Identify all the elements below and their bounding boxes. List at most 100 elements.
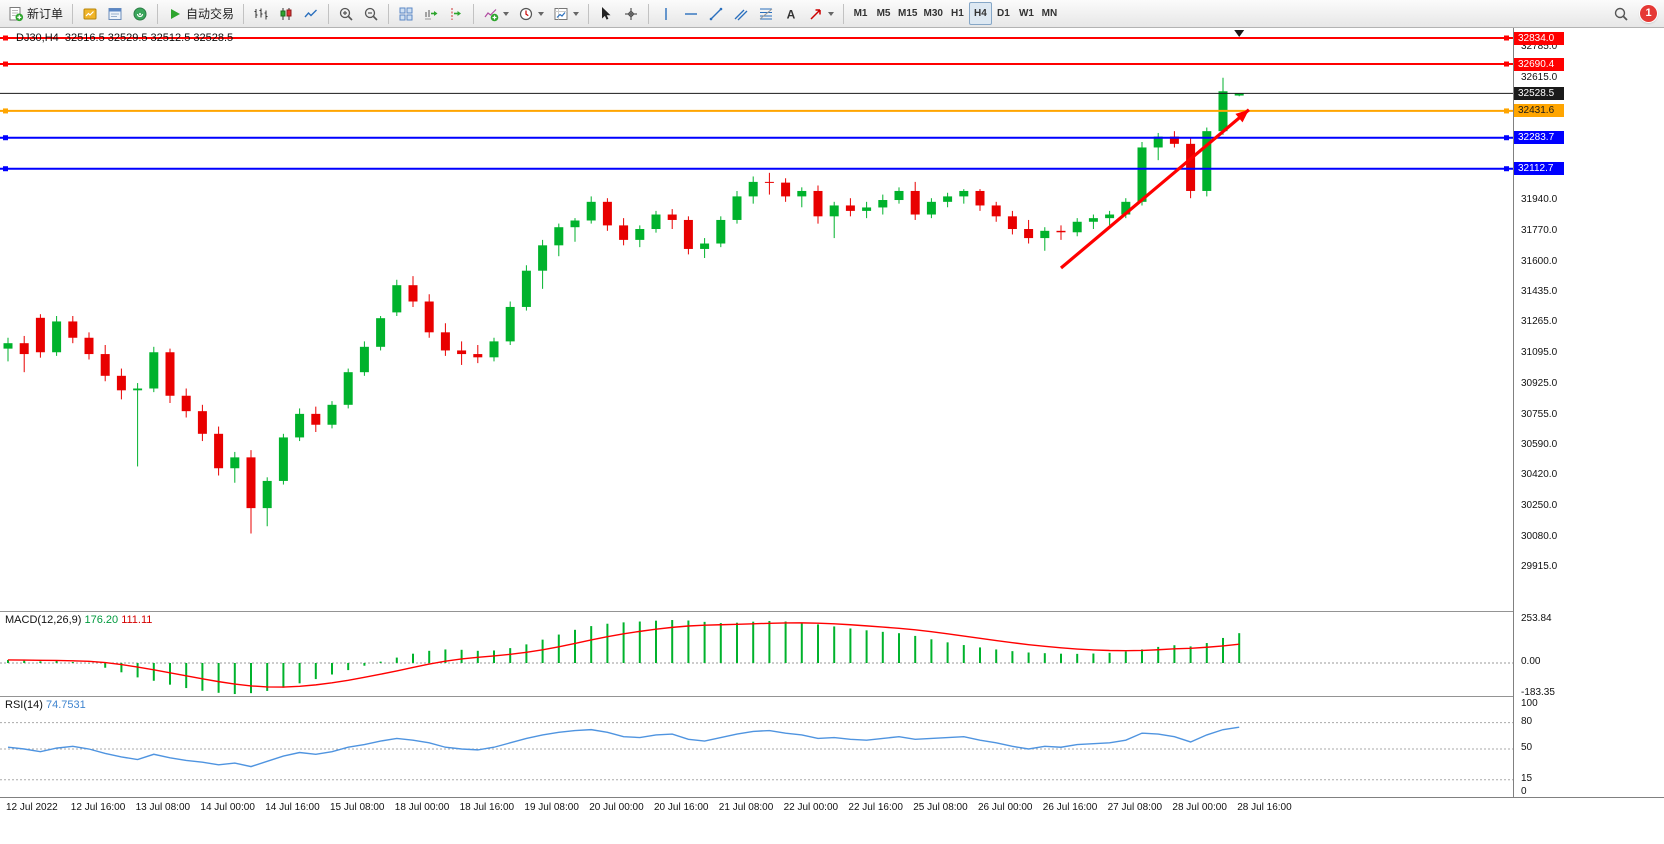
line-handle[interactable] — [3, 35, 8, 41]
line-handle[interactable] — [3, 108, 8, 114]
timeframe-W1[interactable]: W1 — [1015, 2, 1038, 25]
line-handle[interactable] — [1504, 35, 1509, 41]
candle-body — [343, 372, 353, 405]
candle-body — [538, 245, 548, 271]
notification-badge[interactable]: 1 — [1640, 5, 1657, 22]
candle-body — [521, 270, 531, 307]
cursor-button[interactable] — [594, 2, 618, 25]
timeframe-H1[interactable]: H1 — [946, 2, 969, 25]
candle-body — [1088, 218, 1098, 222]
terminal-button[interactable] — [128, 2, 152, 25]
candle-body — [700, 243, 710, 249]
line-chart-button[interactable] — [299, 2, 323, 25]
horizontal-line-button[interactable] — [679, 2, 703, 25]
line-handle[interactable] — [1504, 135, 1509, 141]
candle-body — [1153, 136, 1163, 148]
new-order-button[interactable]: 新订单 — [4, 2, 67, 25]
timeframe-M30[interactable]: M30 — [920, 2, 945, 25]
crosshair-button[interactable] — [619, 2, 643, 25]
timeframe-MN[interactable]: MN — [1038, 2, 1061, 25]
toolbar-separator — [473, 3, 475, 24]
time-axis-label: 12 Jul 2022 — [6, 802, 58, 813]
main-chart-pane[interactable]: DJ30,H4 32516.5 32529.5 32512.5 32528.5 — [0, 28, 1513, 611]
periods-button[interactable] — [514, 2, 548, 25]
search-icon — [1613, 6, 1629, 22]
rsi-label: RSI(14) 74.7531 — [5, 699, 86, 711]
fibonacci-button[interactable] — [754, 2, 778, 25]
time-axis-label: 25 Jul 08:00 — [913, 802, 968, 813]
line-handle[interactable] — [3, 135, 8, 141]
autotrade-label: 自动交易 — [186, 7, 235, 21]
chart-shift-button[interactable] — [444, 2, 468, 25]
candle-body — [910, 190, 920, 215]
time-axis-label: 20 Jul 16:00 — [654, 802, 709, 813]
macd-pane[interactable]: MACD(12,26,9) 176.20 111.11 — [0, 611, 1513, 696]
toolbar-separator — [243, 3, 245, 24]
toolbar-separator — [648, 3, 650, 24]
line-handle[interactable] — [1504, 166, 1509, 172]
templates-button[interactable] — [549, 2, 583, 25]
candle-body — [505, 306, 515, 342]
candle-body — [457, 350, 467, 355]
bar-chart-button[interactable] — [249, 2, 273, 25]
trend-arrow-head[interactable] — [1235, 109, 1249, 123]
candle-body — [991, 205, 1001, 217]
navigator-icon — [107, 6, 123, 22]
arrows-button[interactable] — [804, 2, 838, 25]
timeframe-M15[interactable]: M15 — [895, 2, 920, 25]
rsi-pane[interactable]: RSI(14) 74.7531 — [0, 696, 1513, 797]
price-line-badge: 32834.0 — [1514, 31, 1564, 45]
autotrade-play-icon — [167, 6, 183, 22]
timeframe-M1[interactable]: M1 — [849, 2, 872, 25]
trend-arrow-line[interactable] — [1059, 108, 1250, 270]
candle-body — [100, 354, 110, 376]
trendline-button[interactable] — [704, 2, 728, 25]
candle-body — [440, 332, 450, 351]
line-handle[interactable] — [1504, 108, 1509, 114]
zoom-out-button[interactable] — [359, 2, 383, 25]
candlestick-button[interactable] — [274, 2, 298, 25]
time-axis[interactable]: 12 Jul 2022 12 Jul 16:00 13 Jul 08:00 14 Ju… — [0, 797, 1664, 820]
crosshair-icon — [623, 6, 639, 22]
zoom-in-button[interactable] — [334, 2, 358, 25]
time-axis-label: 14 Jul 00:00 — [200, 802, 255, 813]
price-tick-label: 30080.0 — [1521, 531, 1558, 543]
candle-body — [602, 201, 612, 226]
chart-shift-marker[interactable] — [1234, 30, 1245, 37]
auto-scroll-button[interactable] — [419, 2, 443, 25]
candle-body — [408, 285, 418, 302]
horizontal-line-icon — [683, 6, 699, 22]
candlestick-icon — [278, 6, 294, 22]
candle-body — [813, 190, 823, 217]
timeframe-D1[interactable]: D1 — [992, 2, 1015, 25]
price-line-badge: 32112.7 — [1514, 162, 1564, 176]
candle-body — [149, 352, 159, 389]
autotrade-button[interactable]: 自动交易 — [163, 2, 238, 25]
line-handle[interactable] — [3, 61, 8, 67]
symbol-period-label: DJ30,H4 — [16, 32, 59, 44]
candle-body — [68, 321, 78, 338]
price-tick-label: 50 — [1521, 742, 1533, 753]
timeframe-M5[interactable]: M5 — [872, 2, 895, 25]
candle-body — [764, 181, 774, 183]
indicators-button[interactable] — [479, 2, 513, 25]
tile-windows-button[interactable] — [394, 2, 418, 25]
auto-scroll-icon — [423, 6, 439, 22]
channel-button[interactable] — [729, 2, 753, 25]
candle-body — [84, 337, 94, 355]
text-button[interactable]: A — [779, 2, 803, 25]
market-watch-button[interactable] — [78, 2, 102, 25]
price-scale[interactable]: 32785.0 32615.0 31940.0 31770.0 31600.0 31435… — [1513, 28, 1664, 797]
candle-body — [165, 352, 175, 396]
chevron-down-icon — [573, 11, 580, 16]
time-axis-label: 13 Jul 08:00 — [135, 802, 191, 813]
search-button[interactable] — [1609, 2, 1633, 25]
timeframe-H4[interactable]: H4 — [968, 2, 992, 25]
vertical-line-button[interactable] — [654, 2, 678, 25]
line-handle[interactable] — [1504, 61, 1509, 67]
price-line-badge: 32283.7 — [1514, 131, 1564, 145]
navigator-button[interactable] — [103, 2, 127, 25]
price-tick-label: 80 — [1521, 715, 1533, 727]
time-axis-label: 22 Jul 16:00 — [848, 802, 903, 813]
line-handle[interactable] — [3, 166, 8, 172]
